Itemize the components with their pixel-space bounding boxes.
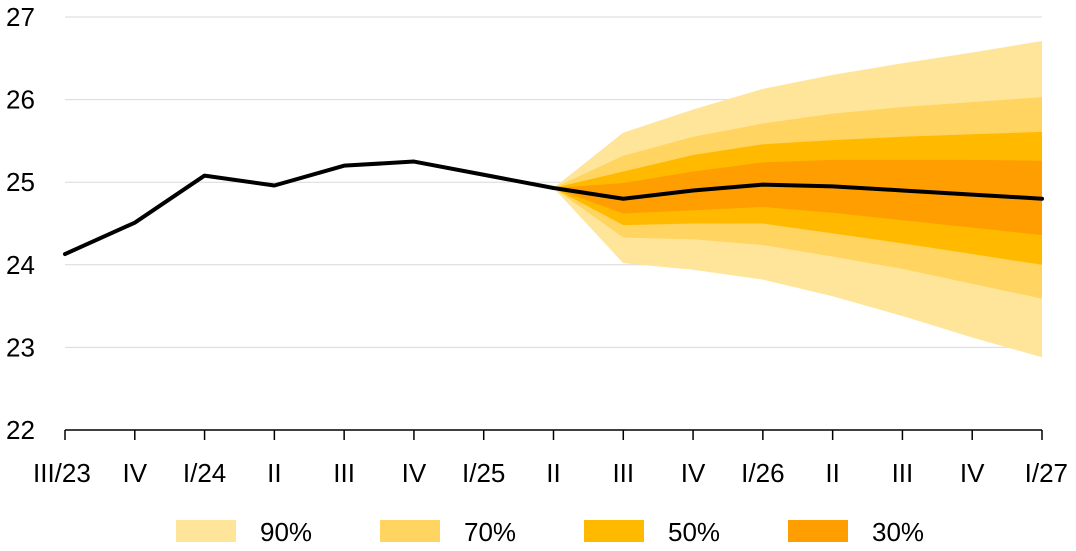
legend-swatch-50pct <box>584 520 644 542</box>
x-tick-label: I/26 <box>741 458 784 488</box>
y-tick-label: 26 <box>6 85 35 115</box>
x-tick-label: II <box>267 458 281 488</box>
line-layer <box>63 159 1044 257</box>
y-tick-label: 27 <box>6 2 35 32</box>
legend-label: 90% <box>260 517 312 547</box>
band-layer <box>553 40 1042 358</box>
x-tick-label: III/23 <box>33 458 91 488</box>
x-tick-label: IV <box>681 458 706 488</box>
fan-band-30pct <box>553 159 1042 236</box>
x-tick-label: I/25 <box>462 458 505 488</box>
x-tick-label: IV <box>960 458 985 488</box>
x-tick-label: III <box>333 458 355 488</box>
x-tick-label: II <box>825 458 839 488</box>
x-tick-label: I/24 <box>183 458 226 488</box>
legend-swatch-30pct <box>788 520 848 542</box>
y-tick-label: 23 <box>6 332 35 362</box>
x-tick-label: III <box>612 458 634 488</box>
y-tick-label: 25 <box>6 167 35 197</box>
y-tick-label: 22 <box>6 415 35 445</box>
legend: 90% 70% 50% 30% <box>176 517 924 547</box>
x-tick-label: III <box>892 458 914 488</box>
x-tick-label: II <box>546 458 560 488</box>
legend-label: 70% <box>464 517 516 547</box>
legend-label: 30% <box>872 517 924 547</box>
x-tick-label: I/27 <box>1025 458 1068 488</box>
legend-swatch-90pct <box>176 520 236 542</box>
x-tick-label: IV <box>402 458 427 488</box>
y-tick-label: 24 <box>6 250 35 280</box>
legend-label: 50% <box>668 517 720 547</box>
x-tick-label: IV <box>122 458 147 488</box>
legend-swatch-70pct <box>380 520 440 542</box>
